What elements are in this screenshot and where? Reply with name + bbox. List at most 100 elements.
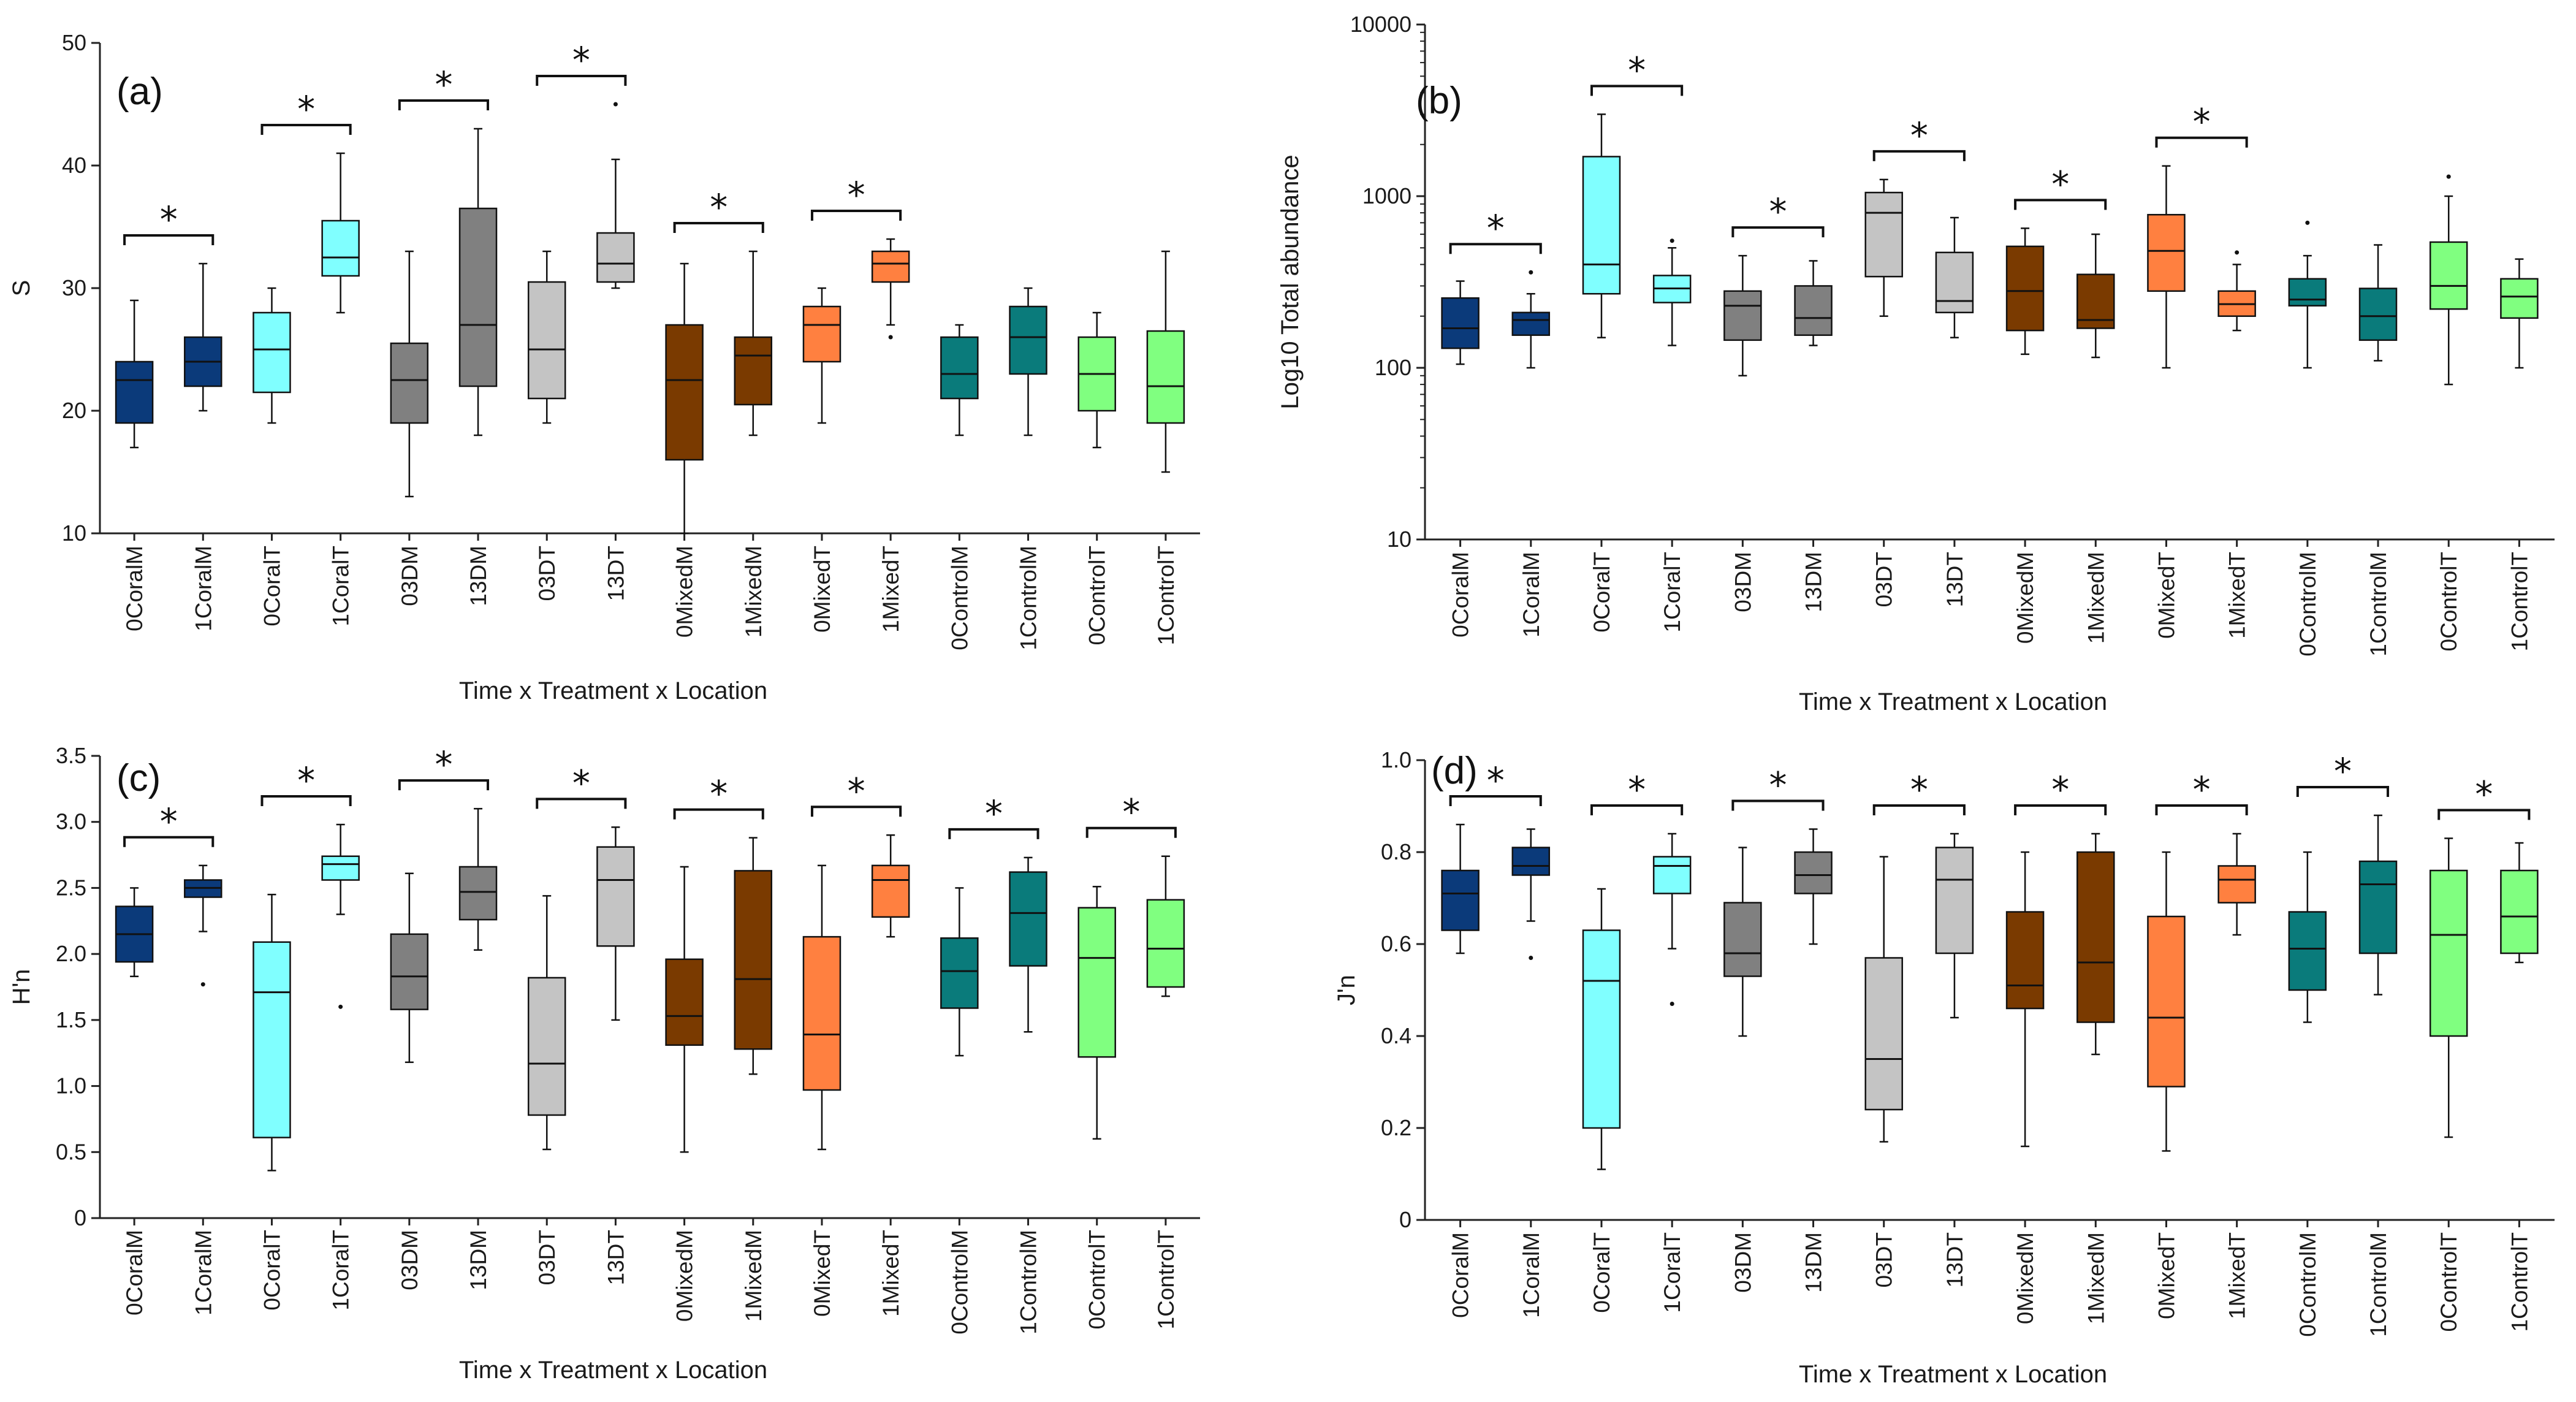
- bracket-line: [1449, 243, 1542, 254]
- significance-star: *: [848, 770, 865, 812]
- bracket-line: [260, 795, 352, 807]
- box-iqr: [802, 305, 842, 363]
- box-iqr: [1864, 191, 1903, 278]
- bracket-line: [2155, 804, 2248, 815]
- box-iqr: [458, 866, 498, 921]
- y-tick-label: 3.0: [56, 809, 86, 834]
- category-label: 13DT: [603, 546, 628, 601]
- x-axis-title: Time x Treatment x Location: [459, 677, 767, 704]
- significance-star: *: [1628, 49, 1646, 91]
- box-1ControlM: [2358, 814, 2398, 996]
- significance-bracket: *: [673, 773, 764, 820]
- category-label: 1CoralT: [1660, 552, 1685, 633]
- box-03DM: [390, 872, 429, 1064]
- category-label: 1ControlT: [2507, 552, 2532, 651]
- category-label: 0ControlM: [2295, 552, 2320, 657]
- bracket-line: [536, 75, 627, 86]
- box-iqr: [1441, 297, 1480, 349]
- bracket-line: [398, 99, 490, 110]
- y-tick-label: 30: [62, 275, 86, 300]
- box-1CoralM: [1511, 828, 1551, 960]
- category-label: 0CoralM: [122, 1230, 147, 1316]
- box-0CoralT: [253, 893, 291, 1172]
- box-1MixedM: [734, 250, 773, 436]
- category-label: 03DT: [534, 546, 560, 601]
- bracket-line: [398, 779, 490, 791]
- category-label: 0MixedM: [672, 546, 697, 638]
- box-0CoralM: [1441, 823, 1480, 954]
- box-iqr: [665, 958, 704, 1046]
- significance-star: *: [710, 186, 728, 228]
- box-iqr: [2358, 288, 2398, 341]
- y-tick-label: 1.0: [1381, 747, 1411, 772]
- category-label: 0MixedT: [810, 1230, 835, 1317]
- category-label: 03DT: [1872, 1232, 1897, 1287]
- box-iqr: [253, 941, 291, 1138]
- box-iqr: [802, 935, 842, 1091]
- significance-bracket: *: [260, 88, 352, 135]
- box-iqr: [2358, 860, 2398, 954]
- category-label: 1CoralM: [1519, 552, 1544, 638]
- category-label: 1ControlM: [1016, 1230, 1041, 1335]
- box-iqr: [871, 250, 910, 283]
- outlier-point: [888, 335, 893, 340]
- box-0CoralM: [1441, 280, 1480, 365]
- category-label: 1CoralT: [329, 546, 354, 627]
- box-iqr: [665, 324, 704, 461]
- box-iqr: [1582, 929, 1621, 1129]
- y-axis-title: J'n: [1333, 975, 1360, 1005]
- panel-2: 0 0.5 1.0 1.5 2.0 2.5 3.0 3.5 0CoralM 1CoralM 0Cor…: [8, 743, 1200, 1384]
- box-13DT: [596, 826, 635, 1021]
- category-label: 0MixedM: [2013, 552, 2038, 644]
- significance-star: *: [2193, 101, 2211, 143]
- box-1ControlT: [1146, 250, 1185, 473]
- box-1CoralT: [321, 823, 360, 1009]
- significance-bracket: *: [1872, 769, 1966, 815]
- category-label: 0MixedM: [2013, 1232, 2038, 1324]
- significance-bracket: *: [398, 64, 490, 110]
- box-iqr: [2288, 911, 2327, 991]
- category-label: 1ControlT: [2507, 1232, 2532, 1332]
- box-iqr: [596, 846, 635, 947]
- panel-3: 0 0.2 0.4 0.6 0.8 1.0 0CoralM 1CoralM 0CoralT 1Co…: [1333, 747, 2555, 1388]
- box-1CoralT: [1652, 238, 1692, 346]
- x-axis-title: Time x Treatment x Location: [1799, 1361, 2107, 1388]
- y-tick-label: 1000: [1362, 183, 1411, 208]
- box-0MixedM: [665, 262, 704, 535]
- box-iqr: [734, 870, 773, 1050]
- category-label: 1MixedM: [741, 1230, 766, 1322]
- box-0CoralT: [253, 287, 291, 424]
- bracket-line: [123, 836, 215, 847]
- significance-bracket: *: [123, 199, 215, 245]
- significance-star: *: [572, 762, 590, 804]
- significance-star: *: [1769, 191, 1787, 232]
- significance-star: *: [2475, 774, 2493, 815]
- box-1CoralM: [184, 864, 222, 987]
- bracket-line: [1731, 226, 1825, 238]
- category-label: 0ControlM: [947, 546, 972, 650]
- box-1MixedT: [2217, 250, 2256, 332]
- category-label: 0MixedM: [672, 1230, 697, 1322]
- category-label: 0ControlT: [2436, 552, 2461, 651]
- x-axis-title: Time x Treatment x Location: [459, 1357, 767, 1384]
- significance-star: *: [1628, 769, 1646, 810]
- box-iqr: [1009, 305, 1047, 375]
- category-label: 1MixedT: [2225, 1232, 2250, 1319]
- box-iqr: [2005, 245, 2045, 332]
- y-tick-label: 40: [62, 153, 86, 178]
- category-label: 13DM: [1801, 552, 1826, 612]
- box-1MixedT: [871, 238, 910, 340]
- box-0CoralM: [115, 887, 154, 978]
- box-iqr: [1935, 251, 1974, 314]
- box-iqr: [940, 336, 979, 400]
- significance-bracket: *: [1731, 191, 1825, 238]
- box-iqr: [1077, 907, 1116, 1058]
- box-1CoralM: [1511, 270, 1551, 369]
- box-iqr: [2500, 278, 2539, 319]
- box-0MixedM: [665, 866, 704, 1153]
- y-tick-label: 0: [74, 1205, 86, 1230]
- significance-bracket: *: [1872, 115, 1966, 161]
- bracket-line: [1590, 804, 1684, 815]
- box-0ControlM: [940, 887, 979, 1057]
- category-label: 03DT: [534, 1230, 560, 1285]
